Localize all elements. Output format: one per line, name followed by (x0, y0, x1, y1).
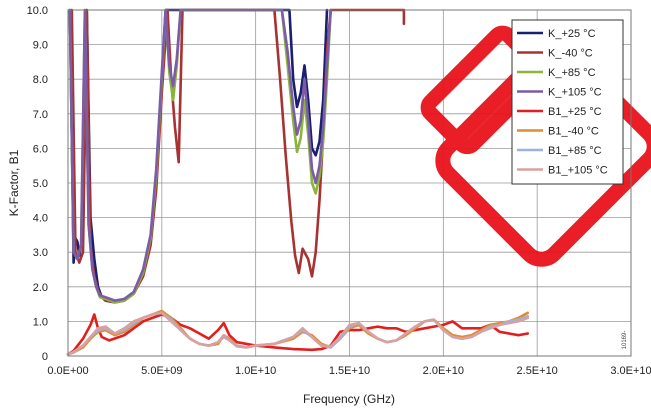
y-tick-label: 8.0 (33, 74, 48, 86)
x-tick-label: 2.5E+10 (517, 365, 558, 377)
x-tick-label: 2.0E+10 (423, 365, 464, 377)
y-tick-label: 9.0 (33, 40, 48, 52)
x-tick-label: 0.0E+00 (47, 365, 88, 377)
legend-label: K_+25 °C (548, 28, 596, 40)
x-axis-title: Frequency (GHz) (303, 392, 395, 406)
legend-label: K_+105 °C (548, 87, 602, 99)
legend-label: B1_+85 °C (548, 145, 602, 157)
y-tick-label: 1.0 (33, 316, 48, 328)
y-tick-label: 0 (42, 351, 48, 363)
figure-id: 10169- (622, 331, 628, 350)
legend-label: K_-40 °C (548, 48, 593, 60)
legend: K_+25 °C K_-40 °C K_+85 °C K_+105 °C B1_+25 … (511, 19, 624, 185)
y-tick-label: 4.0 (33, 213, 48, 225)
y-tick-label: 6.0 (33, 143, 48, 155)
x-tick-label: 1.0E+10 (235, 365, 276, 377)
x-tick-labels: 0.0E+00 5.0E+09 1.0E+10 1.5E+10 2.0E+10 2.5E+… (47, 365, 651, 377)
legend-box (511, 19, 624, 185)
y-tick-label: 10.0 (27, 5, 48, 17)
y-tick-label: 7.0 (33, 109, 48, 121)
x-tick-label: 5.0E+09 (141, 365, 182, 377)
x-tick-label: 3.0E+10 (610, 365, 651, 377)
y-tick-label: 3.0 (33, 247, 48, 259)
y-axis-title: K-Factor, B1 (7, 149, 21, 216)
legend-label: B1_+25 °C (548, 106, 602, 118)
plot-border (67, 9, 632, 357)
legend-label: K_+85 °C (548, 67, 596, 79)
y-tick-label: 5.0 (33, 178, 48, 190)
series-line-5 (66, 309, 530, 356)
series-line-7 (66, 311, 530, 356)
y-tick-labels: 0 1.0 2.0 3.0 4.0 5.0 6.0 7.0 8.0 9.0 10.0 (27, 5, 48, 363)
x-tick-label: 1.5E+10 (329, 365, 370, 377)
legend-label: B1_-40 °C (548, 126, 599, 138)
y-tick-label: 2.0 (33, 282, 48, 294)
series-line-4 (66, 313, 530, 356)
legend-label: B1_+105 °C (548, 165, 608, 177)
